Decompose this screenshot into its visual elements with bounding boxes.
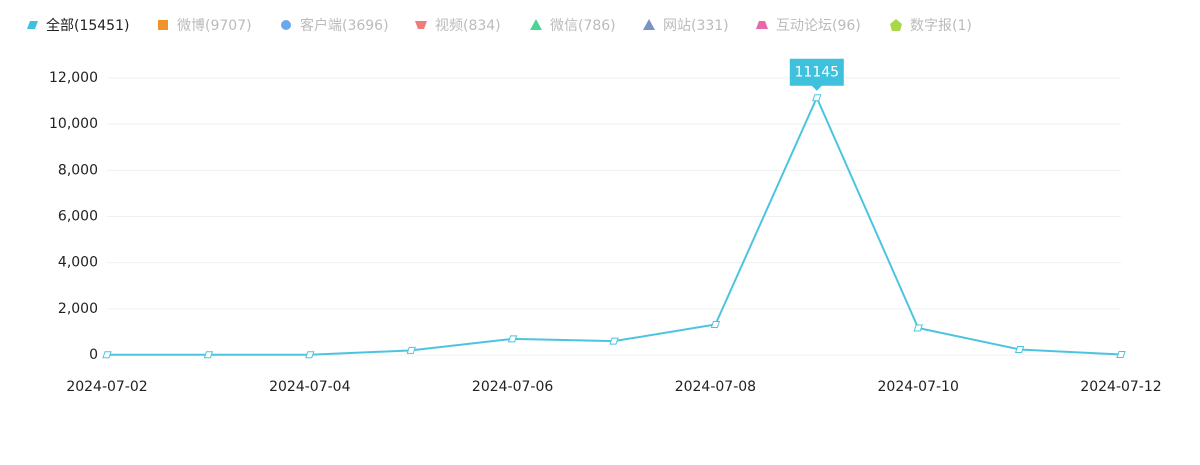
legend-label[interactable]: 微博(9707) — [177, 17, 252, 34]
series-line — [107, 95, 1122, 356]
data-point[interactable] — [812, 94, 822, 102]
legend-icon[interactable] — [415, 21, 427, 29]
tooltip-box — [789, 58, 844, 91]
legend-label[interactable]: 互动论坛(96) — [776, 18, 861, 34]
x-tick-label: 2024-07-02 — [66, 379, 147, 395]
legend-icon[interactable] — [27, 21, 38, 29]
legend-icon[interactable] — [756, 21, 768, 29]
x-tick-label: 2024-07-08 — [675, 379, 756, 395]
legend-label[interactable]: 数字报(1) — [910, 18, 972, 34]
data-point[interactable] — [710, 321, 721, 329]
x-tick-label: 2024-07-10 — [878, 379, 959, 395]
x-tick-label: 2024-07-12 — [1080, 379, 1161, 395]
y-tick-label: 6,000 — [58, 209, 98, 225]
data-point[interactable] — [406, 346, 416, 354]
legend-label[interactable]: 全部(15451) — [46, 17, 129, 34]
legend-icon[interactable] — [281, 20, 291, 30]
data-point[interactable] — [609, 337, 619, 345]
y-tick-label: 2,000 — [58, 301, 98, 317]
y-tick-label: 10,000 — [49, 116, 98, 132]
data-point[interactable] — [305, 351, 315, 359]
legend-label[interactable]: 客户端(3696) — [300, 17, 389, 34]
legend-label[interactable]: 视频(834) — [435, 18, 501, 34]
legend-label[interactable]: 网站(331) — [663, 18, 729, 34]
data-point[interactable] — [913, 324, 923, 332]
data-point[interactable] — [1116, 351, 1126, 359]
legend-icon[interactable] — [158, 20, 168, 30]
x-tick-label: 2024-07-04 — [269, 379, 350, 395]
y-tick-label: 0 — [89, 347, 98, 363]
legend-icon[interactable] — [643, 19, 655, 30]
data-point[interactable] — [203, 351, 214, 359]
data-point[interactable] — [507, 335, 518, 343]
y-tick-label: 8,000 — [58, 162, 98, 178]
tooltip-value: 11145 — [795, 65, 840, 81]
y-tick-label: 4,000 — [58, 255, 98, 271]
legend-icon[interactable] — [530, 19, 542, 30]
legend-icon[interactable] — [890, 19, 902, 31]
legend-label[interactable]: 微信(786) — [550, 18, 616, 34]
data-point[interactable] — [1014, 345, 1025, 353]
x-tick-label: 2024-07-06 — [472, 379, 553, 395]
y-tick-label: 12,000 — [49, 70, 98, 86]
data-point[interactable] — [102, 351, 112, 359]
